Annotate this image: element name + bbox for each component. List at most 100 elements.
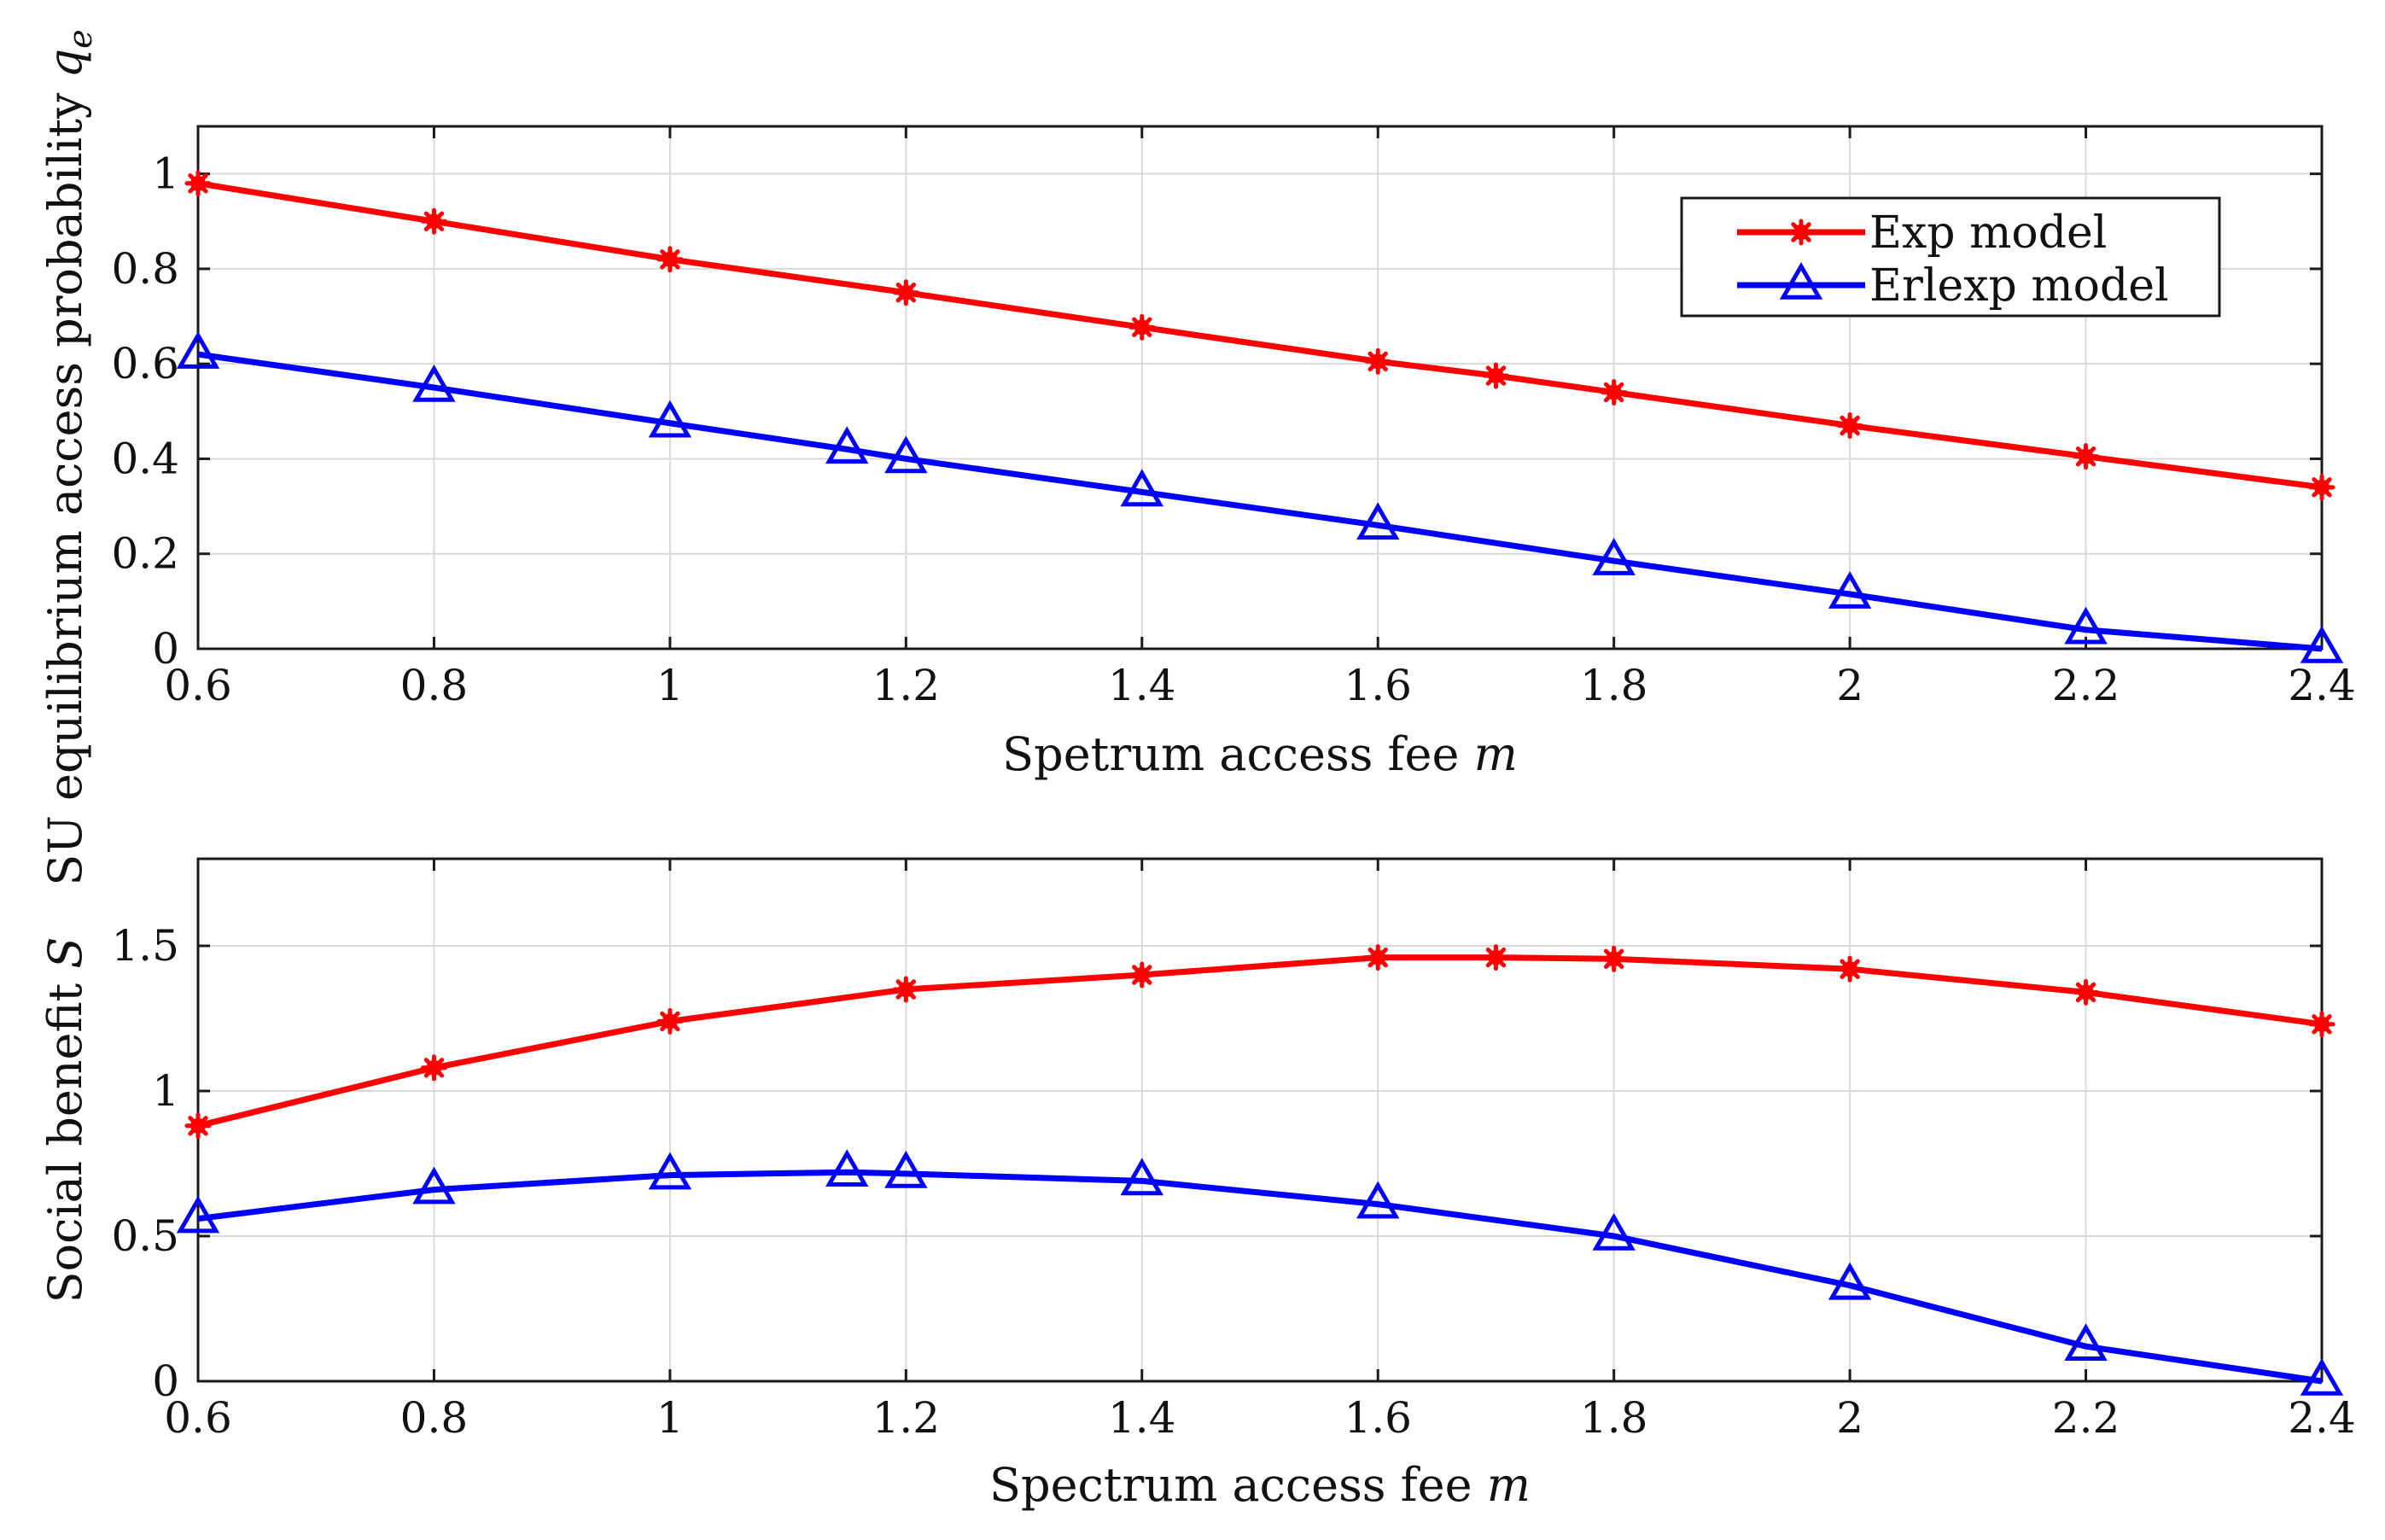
legend-exp-marker-shape bbox=[1787, 219, 1815, 246]
x-axis-label: Spectrum access fee m bbox=[989, 1458, 1531, 1512]
series-exp-model bbox=[184, 944, 2335, 1140]
data-point-erlexp-model bbox=[648, 400, 692, 438]
x-tick-label: 0.6 bbox=[164, 661, 232, 710]
y-tick-label: 1.5 bbox=[111, 921, 179, 971]
y-tick-label: 0.6 bbox=[111, 339, 179, 388]
x-tick-label: 1.4 bbox=[1108, 1393, 1176, 1443]
data-point-erlexp-model bbox=[1120, 1158, 1164, 1196]
data-point-exp-model bbox=[1364, 347, 1391, 375]
series-layer bbox=[176, 944, 2344, 1396]
data-point-erlexp-model bbox=[412, 1166, 456, 1205]
data-point-erlexp-model bbox=[176, 331, 220, 369]
data-point-exp-model bbox=[420, 207, 447, 235]
data-point-erlexp-model bbox=[2064, 606, 2108, 645]
x-tick-label: 1.6 bbox=[1344, 1393, 1412, 1443]
legend-box bbox=[1680, 196, 2221, 318]
data-point-exp-model bbox=[2073, 978, 2100, 1006]
x-tick-label: 2 bbox=[1836, 661, 1863, 710]
x-tick-label: 1.2 bbox=[872, 1393, 941, 1443]
data-point-erlexp-model bbox=[2064, 1323, 2108, 1361]
data-point-exp-model bbox=[2308, 474, 2335, 501]
data-point-exp-model bbox=[1836, 955, 1863, 983]
legend-erlexp-label: Erlexp model bbox=[1869, 260, 2169, 312]
y-tick-label: 0 bbox=[152, 624, 179, 674]
data-point-exp-model bbox=[1482, 944, 1509, 971]
x-tick-label: 2.2 bbox=[2052, 661, 2120, 710]
x-tick-label: 0.8 bbox=[400, 661, 469, 710]
series-layer bbox=[176, 170, 2344, 663]
y-tick-label: 0.2 bbox=[111, 529, 179, 579]
data-point-exp-model bbox=[1601, 945, 1628, 972]
y-tick-label: 0.5 bbox=[111, 1211, 179, 1261]
data-point-erlexp-model bbox=[884, 435, 928, 474]
axis-ticks: 0.6 0.8 1 1.2 1.4 1.6 1.8 2 2.2 2.4 0 0.5 1 1.5 bbox=[111, 859, 2356, 1443]
series-erlexp-model bbox=[176, 331, 2344, 663]
data-point-exp-model bbox=[184, 1112, 212, 1140]
y-tick-label: 0.8 bbox=[111, 244, 179, 294]
data-point-exp-model bbox=[892, 279, 919, 306]
data-point-erlexp-model bbox=[1828, 1262, 1872, 1300]
social-benefit-chart: 0.6 0.8 1 1.2 1.4 1.6 1.8 2 2.2 2.4 0 0.5 1 1.5 Spect… bbox=[38, 857, 2356, 1512]
x-tick-label: 2.2 bbox=[2052, 1393, 2120, 1443]
y-axis-label: SU equilibrium access probability qe bbox=[38, 29, 99, 885]
series-line-erlexp-model bbox=[197, 1169, 2323, 1385]
data-point-erlexp-model bbox=[1356, 1181, 1400, 1219]
data-point-exp-model bbox=[1128, 313, 1156, 341]
data-point-exp-model bbox=[656, 246, 684, 273]
data-point-exp-model bbox=[1836, 412, 1863, 440]
x-tick-label: 0.8 bbox=[400, 1393, 469, 1443]
y-tick-label: 0 bbox=[152, 1356, 179, 1406]
data-point-erlexp-model bbox=[1592, 538, 1636, 575]
x-axis-label: Spetrum access fee m bbox=[1002, 727, 1518, 781]
data-point-exp-model bbox=[1482, 362, 1509, 389]
x-tick-label: 1.6 bbox=[1344, 661, 1412, 710]
data-point-erlexp-model bbox=[2300, 625, 2344, 663]
data-point-exp-model bbox=[184, 170, 212, 197]
series-line-erlexp-model bbox=[197, 351, 2323, 652]
x-tick-label: 1 bbox=[656, 1393, 684, 1443]
data-point-erlexp-model bbox=[648, 1152, 692, 1190]
data-point-erlexp-model bbox=[1828, 571, 1872, 609]
legend-exp-label: Exp model bbox=[1869, 207, 2107, 259]
data-point-exp-model bbox=[2308, 1011, 2335, 1038]
data-point-erlexp-model bbox=[825, 426, 869, 464]
legend-erlexp-marker-shape bbox=[1779, 261, 1823, 300]
axis-ticks: 0.6 0.8 1 1.2 1.4 1.6 1.8 2 2.2 2.4 0 0.2 0.4 0.6 0.8 1 bbox=[111, 126, 2356, 710]
x-tick-label: 2 bbox=[1836, 1393, 1863, 1443]
x-tick-label: 1.8 bbox=[1580, 1393, 1648, 1443]
x-tick-label: 2.4 bbox=[2288, 661, 2356, 710]
x-tick-label: 1.4 bbox=[1108, 661, 1176, 710]
data-point-erlexp-model bbox=[2300, 1357, 2344, 1396]
data-point-erlexp-model bbox=[1592, 1212, 1636, 1251]
data-point-exp-model bbox=[1364, 944, 1391, 971]
series-exp-model bbox=[184, 170, 2335, 501]
data-point-erlexp-model bbox=[884, 1150, 928, 1188]
data-point-erlexp-model bbox=[176, 1195, 220, 1234]
y-tick-label: 1 bbox=[152, 1066, 179, 1116]
series-line-exp-model bbox=[197, 954, 2323, 1129]
data-point-erlexp-model bbox=[1356, 502, 1400, 540]
data-point-exp-model bbox=[420, 1054, 447, 1082]
data-point-erlexp-model bbox=[825, 1149, 869, 1187]
series-erlexp-model bbox=[176, 1149, 2344, 1396]
data-point-exp-model bbox=[892, 976, 919, 1003]
legend-exp-marker bbox=[1787, 219, 1815, 246]
data-point-erlexp-model bbox=[412, 364, 456, 402]
y-tick-label: 1 bbox=[152, 149, 179, 199]
x-tick-label: 2.4 bbox=[2288, 1393, 2356, 1443]
data-point-exp-model bbox=[2073, 443, 2100, 470]
x-tick-label: 1.8 bbox=[1580, 661, 1648, 710]
data-point-exp-model bbox=[656, 1007, 684, 1035]
y-axis-label: Social benefit S bbox=[38, 937, 92, 1304]
plot-area-frame bbox=[196, 125, 2324, 650]
data-point-exp-model bbox=[1601, 379, 1628, 406]
data-point-erlexp-model bbox=[1120, 469, 1164, 507]
x-tick-label: 0.6 bbox=[164, 1393, 232, 1443]
legend-erlexp-marker bbox=[1779, 261, 1823, 300]
legend: Exp model Erlexp model bbox=[1680, 196, 2221, 318]
x-tick-label: 1.2 bbox=[872, 661, 941, 710]
access-probability-chart: 0.6 0.8 1 1.2 1.4 1.6 1.8 2 2.2 2.4 0 0.2 0.4 0.6 0.8 1… bbox=[38, 29, 2356, 885]
data-point-exp-model bbox=[1128, 961, 1156, 989]
x-tick-label: 1 bbox=[656, 661, 684, 710]
